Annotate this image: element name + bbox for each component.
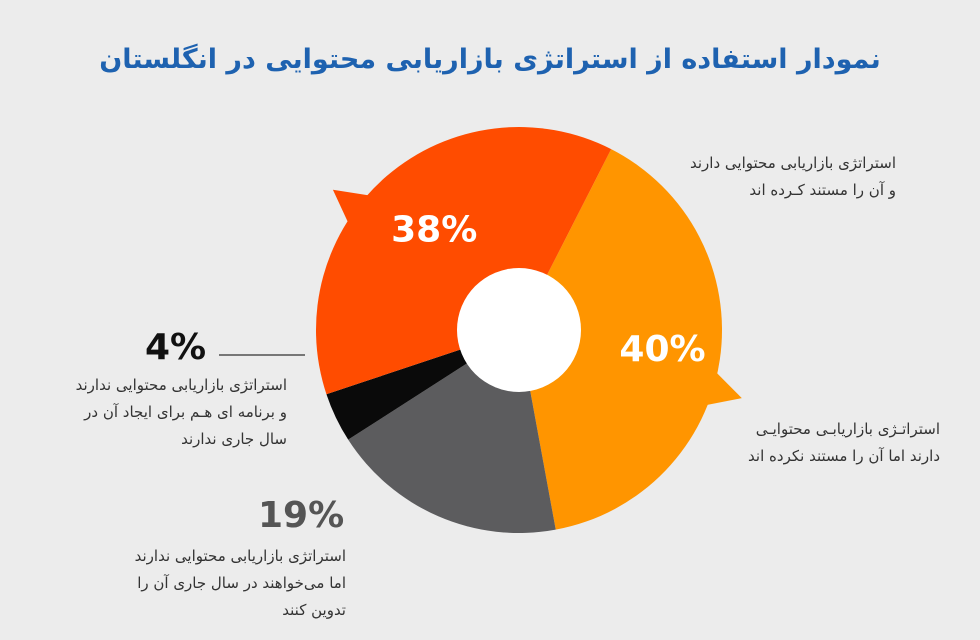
chart-title: نمودار استفاده از استراتژی بازاریابی محت… xyxy=(99,44,881,75)
pointer-40 xyxy=(705,371,742,406)
description-4: استراتژی بازاریابی محتوایی ندارند و برنا… xyxy=(76,372,287,453)
description-40-line-1: استراتـژی بازاریابـی محتوایـی xyxy=(755,420,940,438)
slice-label-19: 19% xyxy=(258,495,345,536)
description-19-line-1: استراتژی بازاریابی محتوایی ندارند xyxy=(134,547,346,565)
description-4-line-2: و برنامه ای هـم برای ایجاد آن در xyxy=(84,403,287,421)
description-4-line-3: سال جاری ندارند xyxy=(181,430,287,448)
description-19-line-2: اما می‌خواهند در سال جاری آن را xyxy=(137,574,346,592)
pointer-38 xyxy=(332,189,370,224)
slice-label-40: 40% xyxy=(619,329,705,370)
description-40: استراتـژی بازاریابـی محتوایـی دارند اما … xyxy=(730,416,940,470)
description-19: استراتژی بازاریابی محتوایی ندارند اما می… xyxy=(135,543,346,624)
donut-hole xyxy=(457,268,581,392)
description-38-line-1: استراتژی بازاریابی محتوایی دارند xyxy=(689,154,896,172)
description-4-line-1: استراتژی بازاریابی محتوایی ندارند xyxy=(75,376,287,394)
description-38-line-2: و آن را مستند کـرده اند xyxy=(749,181,896,199)
slice-label-38: 38% xyxy=(391,209,477,250)
slice-label-4: 4% xyxy=(145,327,207,368)
description-19-line-3: تدوین کنند xyxy=(282,601,346,619)
pie-slice-38 xyxy=(316,126,612,395)
leader-line-4 xyxy=(219,354,305,356)
description-38: استراتژی بازاریابی محتوایی دارند و آن را… xyxy=(690,150,896,204)
pie-slice-40 xyxy=(519,149,722,530)
description-40-line-2: دارند اما آن را مستند نکرده اند xyxy=(748,447,940,465)
